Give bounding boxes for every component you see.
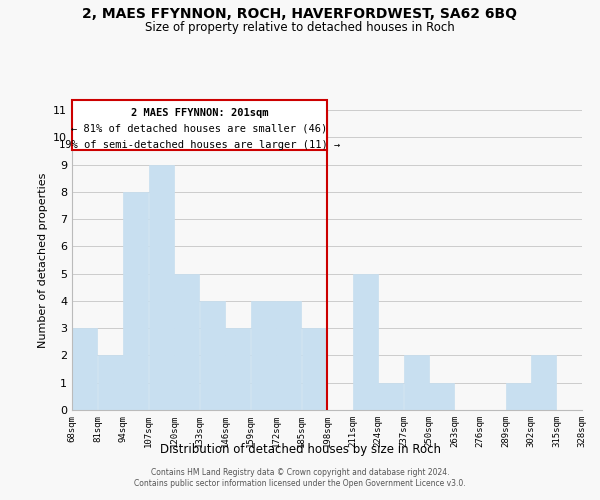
Bar bbox=[379, 382, 403, 410]
Bar bbox=[277, 301, 301, 410]
Bar bbox=[124, 192, 148, 410]
Bar bbox=[251, 301, 275, 410]
Text: 2, MAES FFYNNON, ROCH, HAVERFORDWEST, SA62 6BQ: 2, MAES FFYNNON, ROCH, HAVERFORDWEST, SA… bbox=[83, 8, 517, 22]
Bar bbox=[430, 382, 454, 410]
Bar bbox=[72, 100, 327, 150]
Bar bbox=[73, 328, 97, 410]
Bar bbox=[200, 301, 224, 410]
Bar bbox=[98, 356, 122, 410]
Bar bbox=[226, 328, 250, 410]
Bar bbox=[532, 356, 556, 410]
Text: ← 81% of detached houses are smaller (46): ← 81% of detached houses are smaller (46… bbox=[71, 124, 328, 134]
Text: Contains HM Land Registry data © Crown copyright and database right 2024.
Contai: Contains HM Land Registry data © Crown c… bbox=[134, 468, 466, 487]
Bar bbox=[353, 274, 377, 410]
Y-axis label: Number of detached properties: Number of detached properties bbox=[38, 172, 47, 348]
Bar bbox=[175, 274, 199, 410]
Bar bbox=[506, 382, 530, 410]
Text: Distribution of detached houses by size in Roch: Distribution of detached houses by size … bbox=[160, 442, 440, 456]
Text: 2 MAES FFYNNON: 201sqm: 2 MAES FFYNNON: 201sqm bbox=[131, 108, 268, 118]
Text: Size of property relative to detached houses in Roch: Size of property relative to detached ho… bbox=[145, 21, 455, 34]
Bar bbox=[404, 356, 428, 410]
Bar bbox=[302, 328, 326, 410]
Bar bbox=[149, 164, 173, 410]
Text: 19% of semi-detached houses are larger (11) →: 19% of semi-detached houses are larger (… bbox=[59, 140, 340, 150]
